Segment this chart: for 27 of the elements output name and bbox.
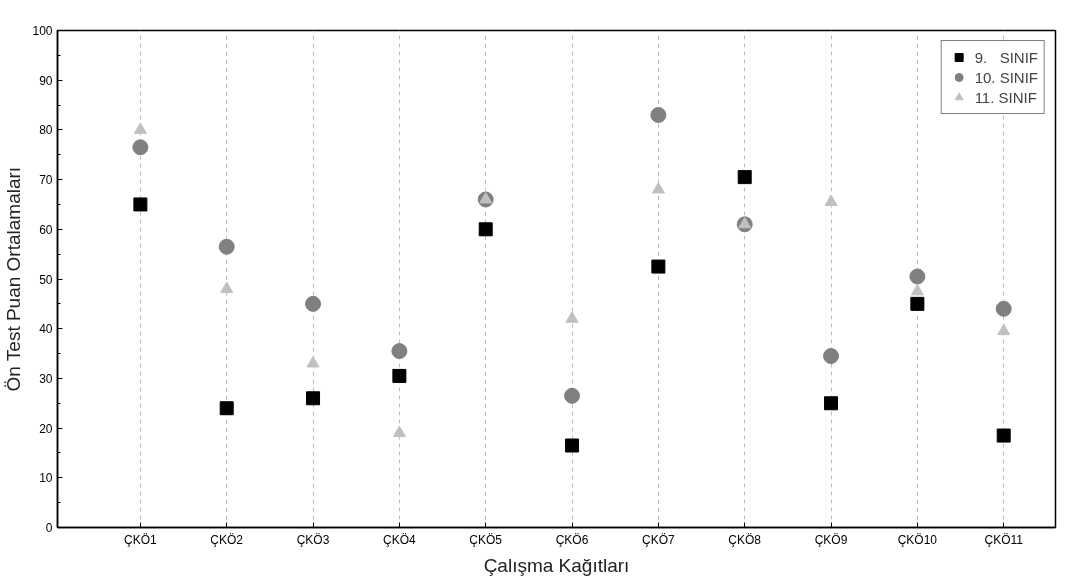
y-tick-label: 50 <box>39 272 53 287</box>
y-tick-label: 90 <box>39 73 53 88</box>
x-tick-label: ÇKÖ10 <box>897 532 938 547</box>
x-tick-label: ÇKÖ4 <box>383 532 417 547</box>
y-tick-label: 20 <box>39 421 53 436</box>
y-tick-label: 10 <box>39 471 53 486</box>
y-axis-title: Ön Test Puan Ortalamaları <box>3 166 25 392</box>
y-tick-label: 30 <box>39 371 53 386</box>
x-tick-label: ÇKÖ5 <box>469 532 503 547</box>
x-tick-label: ÇKÖ8 <box>728 532 762 547</box>
x-tick-label: ÇKÖ1 <box>124 532 158 547</box>
legend-label: 11. SINIF <box>974 88 1037 106</box>
legend-label: 9. SINIF <box>974 48 1038 66</box>
x-tick-label: ÇKÖ3 <box>296 532 330 547</box>
y-tick-label: 70 <box>39 173 53 188</box>
x-axis-title: Çalışma Kağıtları <box>483 554 630 576</box>
y-tick-label: 60 <box>39 222 53 237</box>
x-tick-label: ÇKÖ2 <box>210 532 244 547</box>
x-tick-label: ÇKÖ6 <box>555 532 589 547</box>
x-tick-label: ÇKÖ11 <box>984 532 1024 547</box>
x-tick-label: ÇKÖ7 <box>642 532 676 547</box>
x-tick-label: ÇKÖ9 <box>814 532 848 547</box>
y-tick-label: 80 <box>39 123 53 138</box>
legend-label: 10. SINIF <box>974 68 1038 86</box>
y-tick-label: 40 <box>39 322 53 337</box>
y-tick-label: 0 <box>45 521 53 535</box>
y-tick-label: 100 <box>32 24 53 38</box>
